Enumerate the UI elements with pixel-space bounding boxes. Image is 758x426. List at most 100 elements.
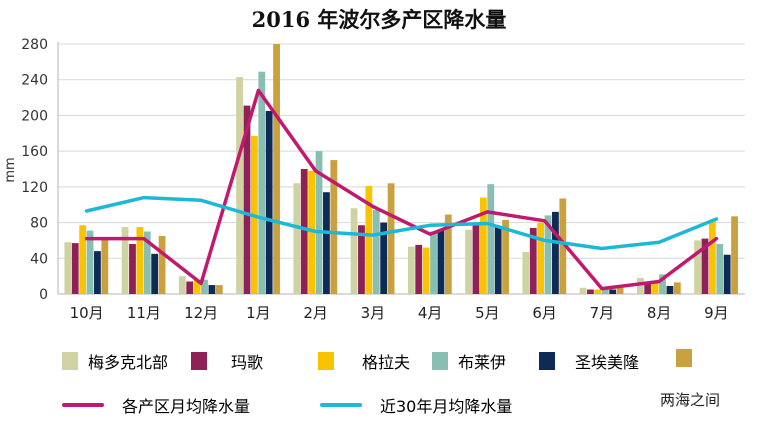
bar-1-9 [587,289,594,294]
bar-0-1 [121,227,129,294]
bar-5-0 [101,237,109,294]
bar-4-9 [609,289,617,294]
bar-3-9 [601,288,609,294]
bar-2-4 [308,170,316,294]
legend-item-series-0: 梅多克北部 [62,349,168,373]
x-tick-label: 3月 [361,304,386,322]
bar-5-7 [502,219,509,294]
bar-4-8 [552,211,559,294]
legend-swatch-3 [432,352,448,370]
legend-item-line-1: 近30年月均降水量 [320,393,512,417]
x-tick-label: 11月 [127,304,161,322]
legend-label-2: 格拉夫 [362,353,411,372]
bar-0-8 [522,252,530,294]
legend-line-label-1: 近30年月均降水量 [380,397,513,416]
bar-4-5 [380,222,388,294]
x-tick-label: 5月 [475,304,500,322]
bar-2-7 [479,197,487,294]
bar-0-7 [465,229,472,294]
x-tick-label: 6月 [532,304,557,322]
x-tick-label: 10月 [70,304,104,322]
x-tick-label: 2月 [303,304,328,322]
legend-item-series-1: 玛歌 [191,349,263,373]
legend-swatch-1 [191,352,207,370]
bar-1-11 [701,238,709,294]
bar-5-5 [387,183,395,294]
bar-1-2 [186,281,194,294]
y-tick-label: 80 [30,216,48,232]
bar-4-4 [323,192,330,294]
bar-2-0 [79,225,87,294]
bar-1-4 [300,169,308,294]
legend-line-0 [62,403,104,407]
bar-5-10 [673,282,681,294]
bar-1-3 [243,105,251,294]
bar-3-2 [201,279,208,294]
bar-4-0 [94,251,101,294]
bar-1-6 [415,244,423,294]
y-axis-label: mm [3,157,18,182]
bar-5-6 [444,214,452,294]
bar-1-10 [644,281,652,294]
legend-line-label-0: 各产区月均降水量 [122,397,251,416]
bar-3-4 [315,151,323,294]
y-tick-label: 240 [21,73,48,89]
bar-3-1 [143,231,151,294]
bar-2-1 [136,227,144,294]
legend-line-1 [320,403,362,407]
bar-0-10 [636,277,644,294]
bar-5-9 [616,287,624,294]
bar-2-6 [422,247,430,294]
y-tick-label: 40 [30,251,48,267]
legend-item-series-5 [676,349,702,367]
x-tick-label: 8月 [647,304,672,322]
bar-5-4 [330,160,338,294]
bar-3-10 [659,274,666,294]
legend-swatch-4 [539,352,555,370]
series-line-0 [84,88,719,291]
x-tick-label: 1月 [246,304,271,322]
chart-title: 2016 年波尔多产区降水量 [251,7,507,32]
y-tick-label: 120 [21,180,48,196]
bar-2-8 [537,222,545,294]
bar-2-10 [651,282,659,294]
y-tick-label: 280 [21,37,48,53]
x-tick-label: 9月 [704,304,729,322]
bar-4-1 [151,253,159,294]
bar-0-11 [694,240,701,294]
legend-swatch-2 [318,352,334,370]
bar-4-7 [494,227,502,294]
bar-1-8 [529,227,537,294]
bar-5-11 [731,216,738,294]
legend-swatch-0 [62,352,78,370]
bar-1-0 [71,243,79,294]
y-tick-label: 160 [21,144,48,160]
bar-4-2 [208,285,216,294]
legend-label-1: 玛歌 [231,353,264,372]
x-tick-label: 12月 [184,304,218,322]
legend-item-series-2: 格拉夫 [318,349,410,373]
bar-3-11 [716,244,724,294]
bar-0-0 [64,242,72,294]
bar-3-8 [544,215,552,294]
bar-1-7 [472,222,480,294]
x-tick-label: 4月 [418,304,443,322]
y-tick-label: 0 [39,287,48,303]
bar-5-2 [215,285,223,294]
legend-swatch-5 [676,349,692,367]
x-tick-label: 7月 [590,304,615,322]
legend-label-3: 布莱伊 [458,353,507,372]
bar-3-3 [258,71,266,294]
bar-0-5 [350,208,358,294]
bar-4-10 [666,285,674,294]
bar-3-0 [86,230,94,294]
bar-3-6 [430,231,437,294]
legend-item-line-0: 各产区月均降水量 [62,393,250,417]
bar-0-3 [236,77,243,295]
bar-0-4 [293,183,301,294]
y-tick-label: 200 [21,108,48,124]
bar-0-6 [407,246,415,294]
bar-4-6 [437,229,445,294]
bar-0-2 [178,276,186,294]
